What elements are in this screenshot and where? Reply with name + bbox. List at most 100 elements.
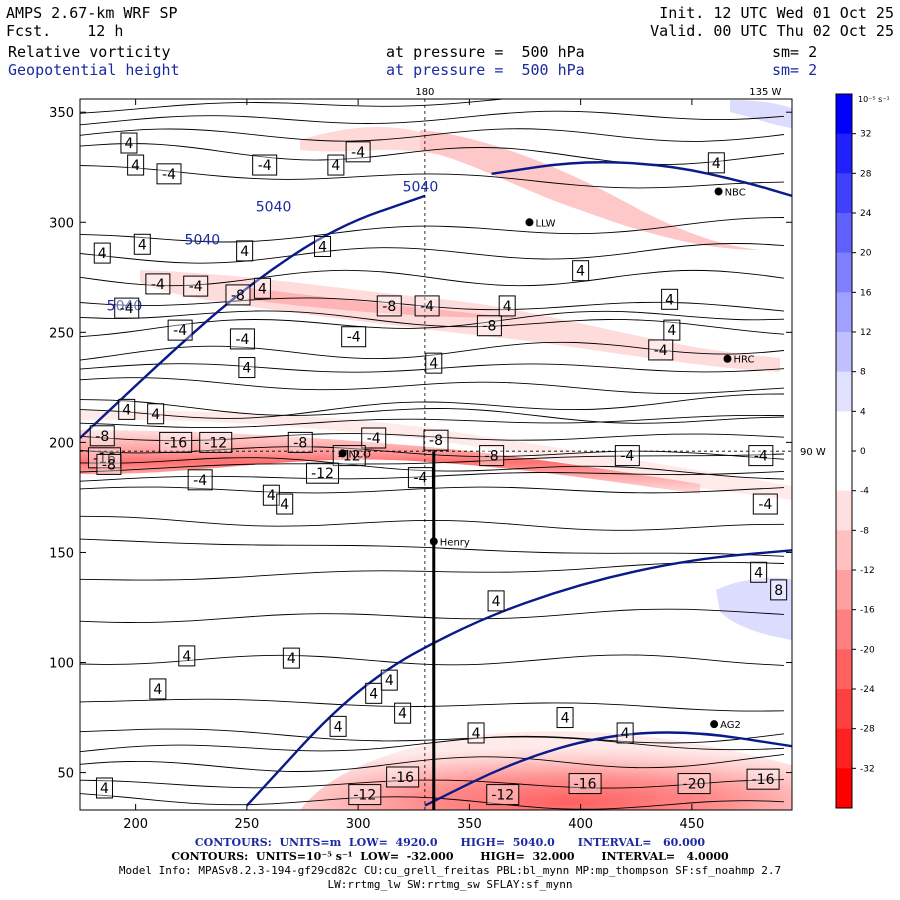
vorticity-fill-northeast: [420, 130, 760, 250]
vorticity-contour-line: [80, 297, 785, 312]
contour-value-label: 4: [149, 678, 167, 700]
svg-text:4: 4: [240, 244, 249, 260]
svg-text:4: 4: [621, 726, 630, 742]
contour-value-label: 4: [120, 132, 138, 154]
contour-value-label: -4: [187, 469, 213, 491]
svg-text:-4: -4: [162, 167, 176, 183]
svg-text:4: 4: [242, 361, 251, 377]
colorbar-tick-label: -28: [860, 725, 875, 735]
contour-value-label: -4: [183, 275, 209, 297]
colorbar-segment: [836, 213, 852, 254]
station-marker: NBC: [714, 187, 746, 198]
colorbar-segment: [836, 133, 852, 174]
colorbar-tick-label: -4: [860, 487, 869, 497]
svg-text:-8: -8: [231, 288, 245, 304]
svg-text:4: 4: [331, 158, 340, 174]
contour-value-label: -8: [89, 425, 115, 447]
svg-text:-12: -12: [311, 466, 334, 482]
height-contour-info: CONTOURS: UNITS=m LOW= 4920.0 HIGH= 5040…: [194, 836, 706, 849]
colorbar-tick-label: 24: [860, 209, 872, 219]
colorbar-tick-label: 4: [860, 407, 866, 417]
svg-text:8: 8: [774, 583, 783, 599]
svg-text:-4: -4: [193, 473, 207, 489]
contour-value-label: -4: [614, 445, 640, 467]
vorticity-contour-line: [80, 363, 785, 373]
contour-value-label: -12: [199, 431, 233, 453]
contour-value-label: 4: [133, 233, 151, 255]
contour-value-label: 4: [487, 590, 505, 612]
meridian-right-label: 90 W: [800, 447, 826, 458]
vorticity-contour-line: [80, 457, 785, 480]
svg-text:-16: -16: [164, 435, 187, 451]
y-tick-label: 300: [49, 216, 74, 231]
vorticity-contour-line: [80, 561, 785, 581]
vorticity-contour-line: [80, 393, 785, 419]
station-label: Henry: [440, 537, 470, 548]
svg-text:-4: -4: [654, 343, 668, 359]
contour-value-label: 4: [327, 154, 345, 176]
contour-value-label: -4: [414, 295, 440, 317]
x-tick-label: 200: [123, 817, 148, 832]
contour-value-label: 4: [750, 561, 768, 583]
contour-value-label: -12: [348, 784, 382, 806]
svg-text:4: 4: [492, 594, 501, 610]
svg-text:4: 4: [151, 407, 160, 423]
colorbar-segment: [836, 451, 852, 492]
plot-frame: [79, 98, 793, 811]
contour-value-label: 4: [282, 647, 300, 669]
colorbar-segment: [836, 689, 852, 730]
colorbar-tick-label: -32: [860, 764, 875, 774]
vorticity-contour-line: [80, 110, 785, 126]
y-tick-label: 150: [49, 546, 74, 561]
contour-value-label: -8: [479, 445, 505, 467]
colorbar-tick-label: -8: [860, 526, 869, 536]
contour-value-label: 4: [365, 682, 383, 704]
colorbar-segment: [836, 332, 852, 373]
svg-text:4: 4: [503, 299, 512, 315]
vorticity-contour-line: [80, 377, 785, 395]
svg-text:-12: -12: [204, 435, 227, 451]
height-contour-line: [424, 731, 792, 807]
svg-text:4: 4: [267, 488, 276, 504]
field1-level: at pressure = 500 hPa: [386, 43, 585, 61]
contour-value-label: 4: [663, 319, 681, 341]
height-contour-label: 5040: [107, 298, 143, 314]
field1-name: Relative vorticity: [8, 43, 171, 61]
colorbar-segment: [836, 768, 852, 809]
vorticity-contour-line: [80, 608, 785, 624]
contour-value-label: 4: [380, 669, 398, 691]
svg-text:4: 4: [667, 323, 676, 339]
svg-text:4: 4: [472, 726, 481, 742]
station-label: LLW: [535, 218, 555, 229]
contour-value-label: -16: [746, 768, 780, 790]
vorticity-contour-line: [80, 654, 785, 666]
vorticity-contour-line: [80, 243, 785, 264]
contour-value-label: -8: [376, 295, 402, 317]
contour-value-label: -4: [252, 154, 278, 176]
colorbar-tick-label: 20: [860, 249, 872, 259]
y-tick-label: 350: [49, 106, 74, 121]
contour-value-label: -12: [306, 462, 340, 484]
svg-text:4: 4: [385, 673, 394, 689]
contour-value-label: -4: [167, 319, 193, 341]
contour-value-label: -8: [96, 453, 122, 475]
colorbar-segment: [836, 649, 852, 690]
svg-text:-4: -4: [351, 145, 365, 161]
svg-text:-8: -8: [95, 429, 109, 445]
contour-value-label: 4: [236, 240, 254, 262]
svg-text:4: 4: [712, 156, 721, 172]
contour-value-label: 4: [262, 484, 280, 506]
colorbar-segment: [836, 411, 852, 452]
colorbar-segment: [836, 530, 852, 571]
svg-text:-4: -4: [367, 431, 381, 447]
svg-text:4: 4: [124, 136, 133, 152]
svg-text:-16: -16: [752, 772, 775, 788]
valid-time: Valid. 00 UTC Thu 02 Oct 25: [650, 22, 894, 40]
svg-text:4: 4: [98, 246, 107, 262]
colorbar-segment: [836, 728, 852, 769]
contour-value-label: 4: [314, 235, 332, 257]
svg-text:-20: -20: [683, 777, 706, 793]
vorticity-contour-line: [80, 453, 785, 473]
svg-text:4: 4: [138, 237, 147, 253]
field2-level: at pressure = 500 hPa: [386, 61, 585, 79]
